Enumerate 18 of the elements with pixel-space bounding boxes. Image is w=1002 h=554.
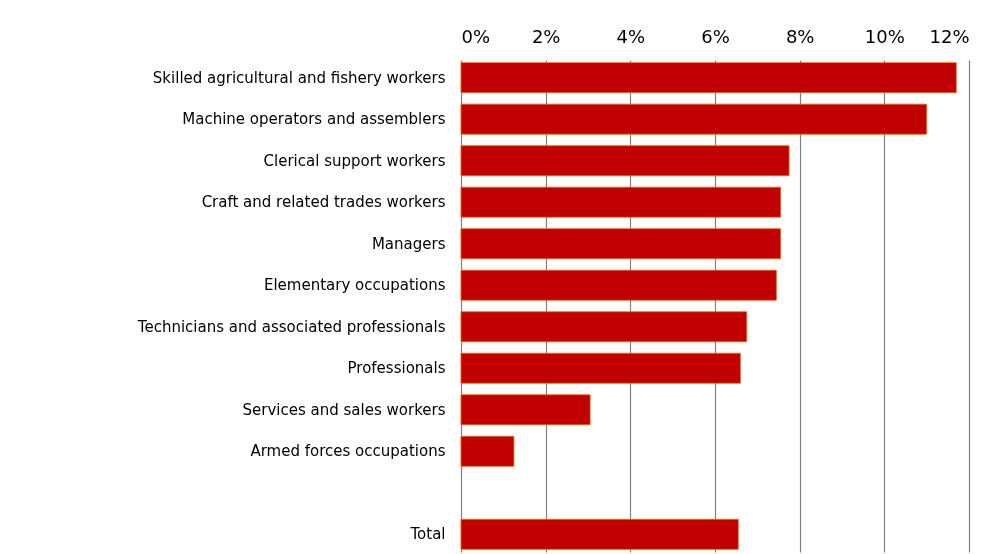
x-tick-label: 12% — [929, 25, 970, 47]
y-tick-label: Managers — [371, 234, 446, 253]
y-tick-label: Services and sales workers — [242, 400, 446, 419]
x-tick-label: 10% — [864, 25, 905, 47]
x-tick-label: 0% — [461, 25, 491, 47]
x-tick-label: 4% — [616, 25, 646, 47]
y-tick-label: Professionals — [347, 359, 446, 378]
y-tick-label: Elementary occupations — [263, 276, 446, 295]
y-tick-label: Total — [409, 525, 446, 544]
y-tick-label: Armed forces occupations — [250, 442, 446, 461]
x-tick-label: 2% — [531, 25, 561, 47]
x-tick-label: 6% — [701, 25, 730, 47]
x-tick-label: 8% — [785, 25, 815, 47]
y-tick-label: Technicians and associated professionals — [136, 317, 446, 336]
y-tick-label: Machine operators and assemblers — [182, 110, 446, 129]
y-tick-label: Clerical support workers — [263, 151, 446, 170]
y-tick-label: Craft and related trades workers — [201, 193, 446, 212]
y-tick-label: Skilled agricultural and fishery workers — [152, 68, 446, 87]
